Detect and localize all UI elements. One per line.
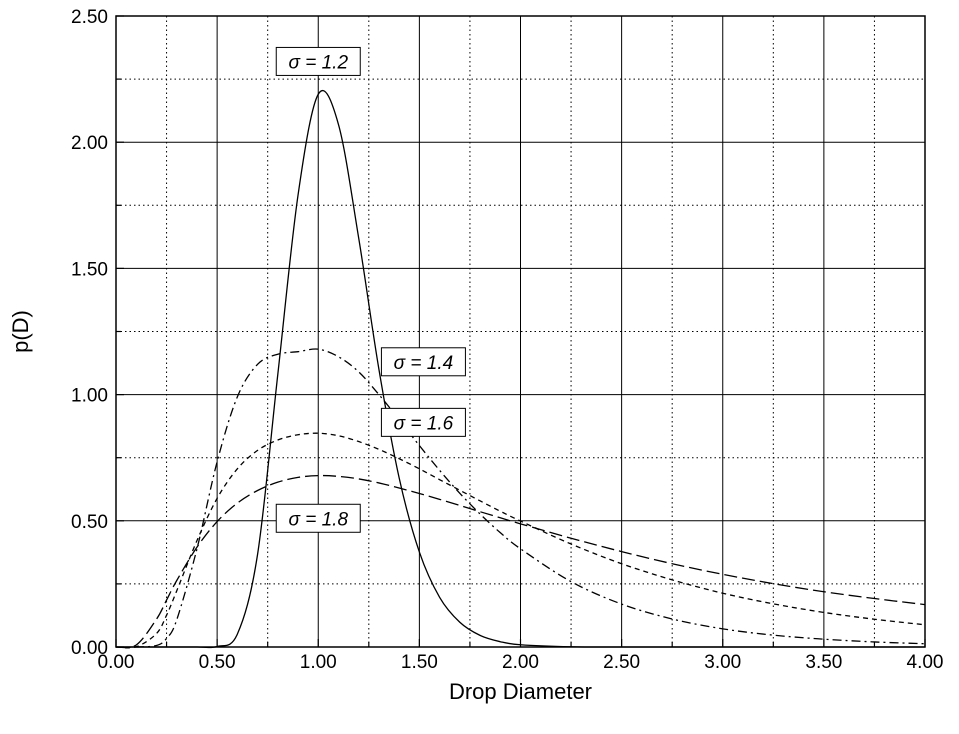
minor-grid (116, 16, 925, 647)
y-tick-label: 1.00 (71, 386, 108, 407)
curve-label: σ = 1.4 (380, 347, 466, 377)
curve-label-box (275, 46, 361, 76)
y-tick-label: 0.00 (71, 638, 108, 659)
curve-annotations: σ = 1.2 σ = 1.4 σ = 1.6 σ = 1.8 (275, 46, 466, 533)
series-line-2 (115, 348, 926, 648)
x-tick-label: 3.00 (704, 652, 741, 673)
y-axis-title: p(D) (8, 310, 33, 353)
x-tick-label: 3.50 (805, 652, 842, 673)
series-line-4 (115, 474, 926, 649)
y-tick-label: 0.50 (71, 512, 108, 533)
curve-label-box (380, 347, 466, 377)
curve-label-text: σ = 1.4 (394, 353, 454, 374)
curve-label-box (275, 503, 361, 533)
x-tick-label: 1.00 (300, 652, 337, 673)
curve-label-text: σ = 1.8 (288, 509, 348, 530)
major-grid (116, 16, 925, 647)
x-tick-label: 0.50 (199, 652, 236, 673)
x-axis-title: Drop Diameter (449, 679, 592, 704)
y-tick-label: 2.00 (71, 133, 108, 154)
curve-label-text: σ = 1.2 (288, 52, 348, 73)
curve-label: σ = 1.2 (275, 46, 361, 76)
curve-label: σ = 1.8 (275, 503, 361, 533)
x-tick-label: 2.50 (603, 652, 640, 673)
curve-label-text: σ = 1.6 (394, 413, 454, 434)
x-tick-label: 0.00 (98, 652, 135, 673)
curve-label: σ = 1.6 (380, 407, 466, 437)
x-tick-labels: 0.00 0.50 1.00 1.50 2.00 2.50 3.00 3.50 4.00 (98, 652, 944, 673)
curve-label-box (380, 407, 466, 437)
x-tick-label: 1.50 (401, 652, 438, 673)
y-tick-label: 2.50 (71, 7, 108, 28)
y-tick-label: 1.50 (71, 259, 108, 280)
x-tick-label: 2.00 (502, 652, 539, 673)
axis-ticks (115, 15, 926, 648)
y-tick-labels: 0.00 0.50 1.00 1.50 2.00 2.50 (71, 7, 108, 659)
x-tick-label: 4.00 (907, 652, 944, 673)
